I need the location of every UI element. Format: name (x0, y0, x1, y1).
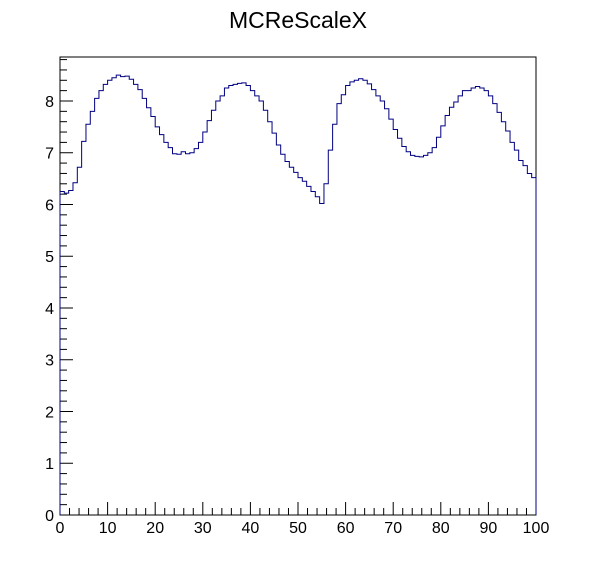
y-axis-ticks (60, 59, 73, 516)
y-tick-label: 5 (45, 249, 54, 266)
y-tick-label: 6 (45, 197, 54, 214)
plot-frame (59, 56, 537, 516)
y-tick-label: 8 (45, 94, 54, 111)
x-tick-label: 10 (99, 520, 117, 537)
y-tick-label: 7 (45, 146, 54, 163)
chart-title: MCReScaleX (229, 7, 367, 33)
x-tick-label: 0 (56, 520, 65, 537)
y-tick-label: 1 (45, 456, 54, 473)
x-tick-label: 30 (194, 520, 212, 537)
x-tick-label: 40 (242, 520, 260, 537)
y-tick-label: 3 (45, 353, 54, 370)
x-tick-label: 70 (384, 520, 402, 537)
y-tick-label: 0 (45, 508, 54, 525)
y-tick-label: 2 (45, 404, 54, 421)
x-tick-label: 50 (289, 520, 307, 537)
x-axis-tick-labels: 0 10 20 30 40 50 60 70 80 90 100 (56, 520, 550, 537)
x-tick-label: 20 (146, 520, 164, 537)
x-axis-ticks (59, 502, 537, 515)
x-tick-label: 100 (523, 520, 550, 537)
x-tick-label: 90 (480, 520, 498, 537)
histogram-series-line (59, 74, 537, 515)
y-tick-label: 4 (45, 301, 54, 318)
x-tick-label: 80 (432, 520, 450, 537)
y-axis-tick-labels: 0 1 2 3 4 5 6 7 8 (45, 94, 54, 525)
x-tick-label: 60 (337, 520, 355, 537)
